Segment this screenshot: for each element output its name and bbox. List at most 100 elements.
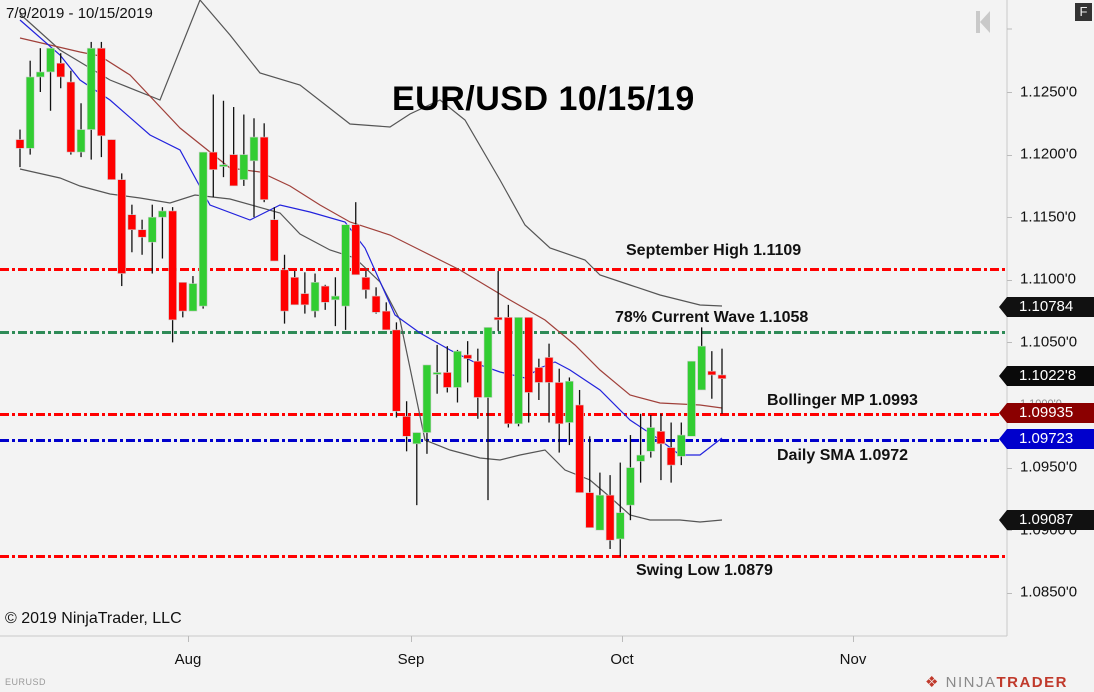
candle[interactable] <box>666 422 676 483</box>
candle[interactable] <box>371 287 381 314</box>
candle[interactable] <box>147 204 157 274</box>
ninjatrader-logo: ❖ NINJATRADER <box>925 674 1068 691</box>
price-tag-sma: 1.09723 <box>999 429 1094 449</box>
candle[interactable] <box>524 317 533 423</box>
candle[interactable] <box>209 94 218 198</box>
axis-ticks <box>188 28 1012 642</box>
candle[interactable] <box>636 413 645 483</box>
copyright-text: © 2019 NinjaTrader, LLC <box>5 610 182 627</box>
annotation-september-high: September High 1.1109 <box>626 242 802 259</box>
annotation-78-current-wave: 78% Current Wave 1.1058 <box>615 309 809 326</box>
candle[interactable] <box>473 348 483 419</box>
candle[interactable] <box>595 472 605 531</box>
price-tag-upper-band: 1.10784 <box>999 297 1094 317</box>
candle[interactable] <box>707 351 717 399</box>
candle[interactable] <box>412 432 422 506</box>
candle[interactable] <box>158 207 167 259</box>
scroll-to-start-icon[interactable] <box>976 11 990 33</box>
y-tick-label: 1.1250'0 <box>1020 83 1078 101</box>
candle[interactable] <box>86 41 96 160</box>
candle[interactable] <box>351 202 361 276</box>
x-tick-nov: Nov <box>839 651 867 668</box>
candle[interactable] <box>493 271 503 332</box>
candle[interactable] <box>280 254 289 324</box>
candle[interactable] <box>56 53 65 89</box>
candle[interactable] <box>188 276 198 312</box>
candle[interactable] <box>463 341 472 383</box>
candle[interactable] <box>565 377 574 446</box>
candle[interactable] <box>46 47 55 111</box>
candle[interactable] <box>168 207 177 343</box>
y-tick-label: 1.1200'0 <box>1020 145 1078 163</box>
candlesticks[interactable] <box>15 41 727 557</box>
symbol-label: EURUSD <box>5 677 47 687</box>
candle[interactable] <box>178 282 188 318</box>
candle[interactable] <box>605 475 615 549</box>
candle[interactable] <box>137 219 147 255</box>
candle[interactable] <box>76 103 86 158</box>
candle[interactable] <box>341 224 350 330</box>
candle[interactable] <box>483 327 493 501</box>
bollinger-middle-line <box>19 37 723 409</box>
candle[interactable] <box>361 271 371 299</box>
candle[interactable] <box>270 207 279 262</box>
candle[interactable] <box>432 344 442 394</box>
candle[interactable] <box>626 435 635 521</box>
y-tick-label: 1.1150'0 <box>1020 208 1076 226</box>
candle[interactable] <box>687 360 696 437</box>
candle[interactable] <box>677 422 686 466</box>
candle[interactable] <box>229 107 238 187</box>
x-tick-oct: Oct <box>610 651 634 668</box>
candle[interactable] <box>656 413 666 481</box>
candle[interactable] <box>219 100 228 178</box>
candle[interactable] <box>585 436 595 528</box>
candle[interactable] <box>331 277 340 327</box>
candle[interactable] <box>36 48 45 92</box>
candle[interactable] <box>249 118 259 218</box>
candle[interactable] <box>320 284 330 310</box>
candle[interactable] <box>534 358 544 400</box>
candle[interactable] <box>310 273 320 318</box>
price-tag-bollinger-mp: 1.09935 <box>999 403 1094 423</box>
bollinger-upper-band <box>19 0 723 307</box>
candle[interactable] <box>381 302 391 331</box>
candle[interactable] <box>259 123 269 203</box>
candle[interactable] <box>239 114 249 186</box>
date-range-label: 7/9/2019 - 10/15/2019 <box>6 5 153 22</box>
candle[interactable] <box>198 151 208 309</box>
chart-title: EUR/USD 10/15/19 <box>392 80 695 118</box>
candle[interactable] <box>443 346 452 393</box>
candle[interactable] <box>392 322 401 418</box>
candle[interactable] <box>697 327 706 391</box>
candle[interactable] <box>422 364 432 454</box>
candle[interactable] <box>544 343 554 423</box>
x-tick-sep: Sep <box>397 651 425 668</box>
candle[interactable] <box>575 389 584 493</box>
candle[interactable] <box>554 368 564 453</box>
candle[interactable] <box>615 462 625 557</box>
candle[interactable] <box>402 401 411 452</box>
y-tick-label: 1.1050'0 <box>1020 333 1078 351</box>
candle[interactable] <box>290 271 299 306</box>
candle[interactable] <box>25 60 35 155</box>
sma-line <box>19 19 723 456</box>
candle[interactable] <box>127 204 137 253</box>
candle[interactable] <box>117 173 127 287</box>
candle[interactable] <box>717 348 727 414</box>
candle[interactable] <box>514 317 523 427</box>
y-tick-label: 1.0850'0 <box>1020 583 1078 601</box>
candle[interactable] <box>453 349 462 403</box>
candle[interactable] <box>300 272 310 314</box>
candle[interactable] <box>504 304 513 428</box>
horizontal-levels <box>0 268 1007 558</box>
candle[interactable] <box>15 129 25 168</box>
candle[interactable] <box>107 139 116 180</box>
annotation-swing-low: Swing Low 1.0879 <box>636 562 773 579</box>
annotation-daily-sma: Daily SMA 1.0972 <box>777 447 909 464</box>
f-button[interactable]: F <box>1075 3 1092 21</box>
candle[interactable] <box>66 70 76 155</box>
candle[interactable] <box>646 415 656 458</box>
candle[interactable] <box>97 41 106 158</box>
y-tick-label: 1.1100'0 <box>1020 270 1076 288</box>
